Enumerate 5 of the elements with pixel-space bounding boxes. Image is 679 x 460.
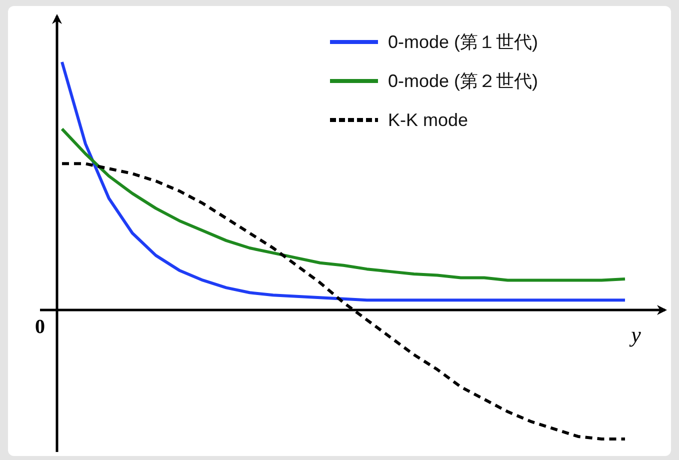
legend-label: 0-mode (第１世代) xyxy=(388,32,538,52)
xlabel: y xyxy=(631,322,641,347)
annotation: 0 xyxy=(35,316,45,338)
legend-label: K-K mode xyxy=(388,110,468,130)
legend-label: 0-mode (第２世代) xyxy=(388,71,538,91)
